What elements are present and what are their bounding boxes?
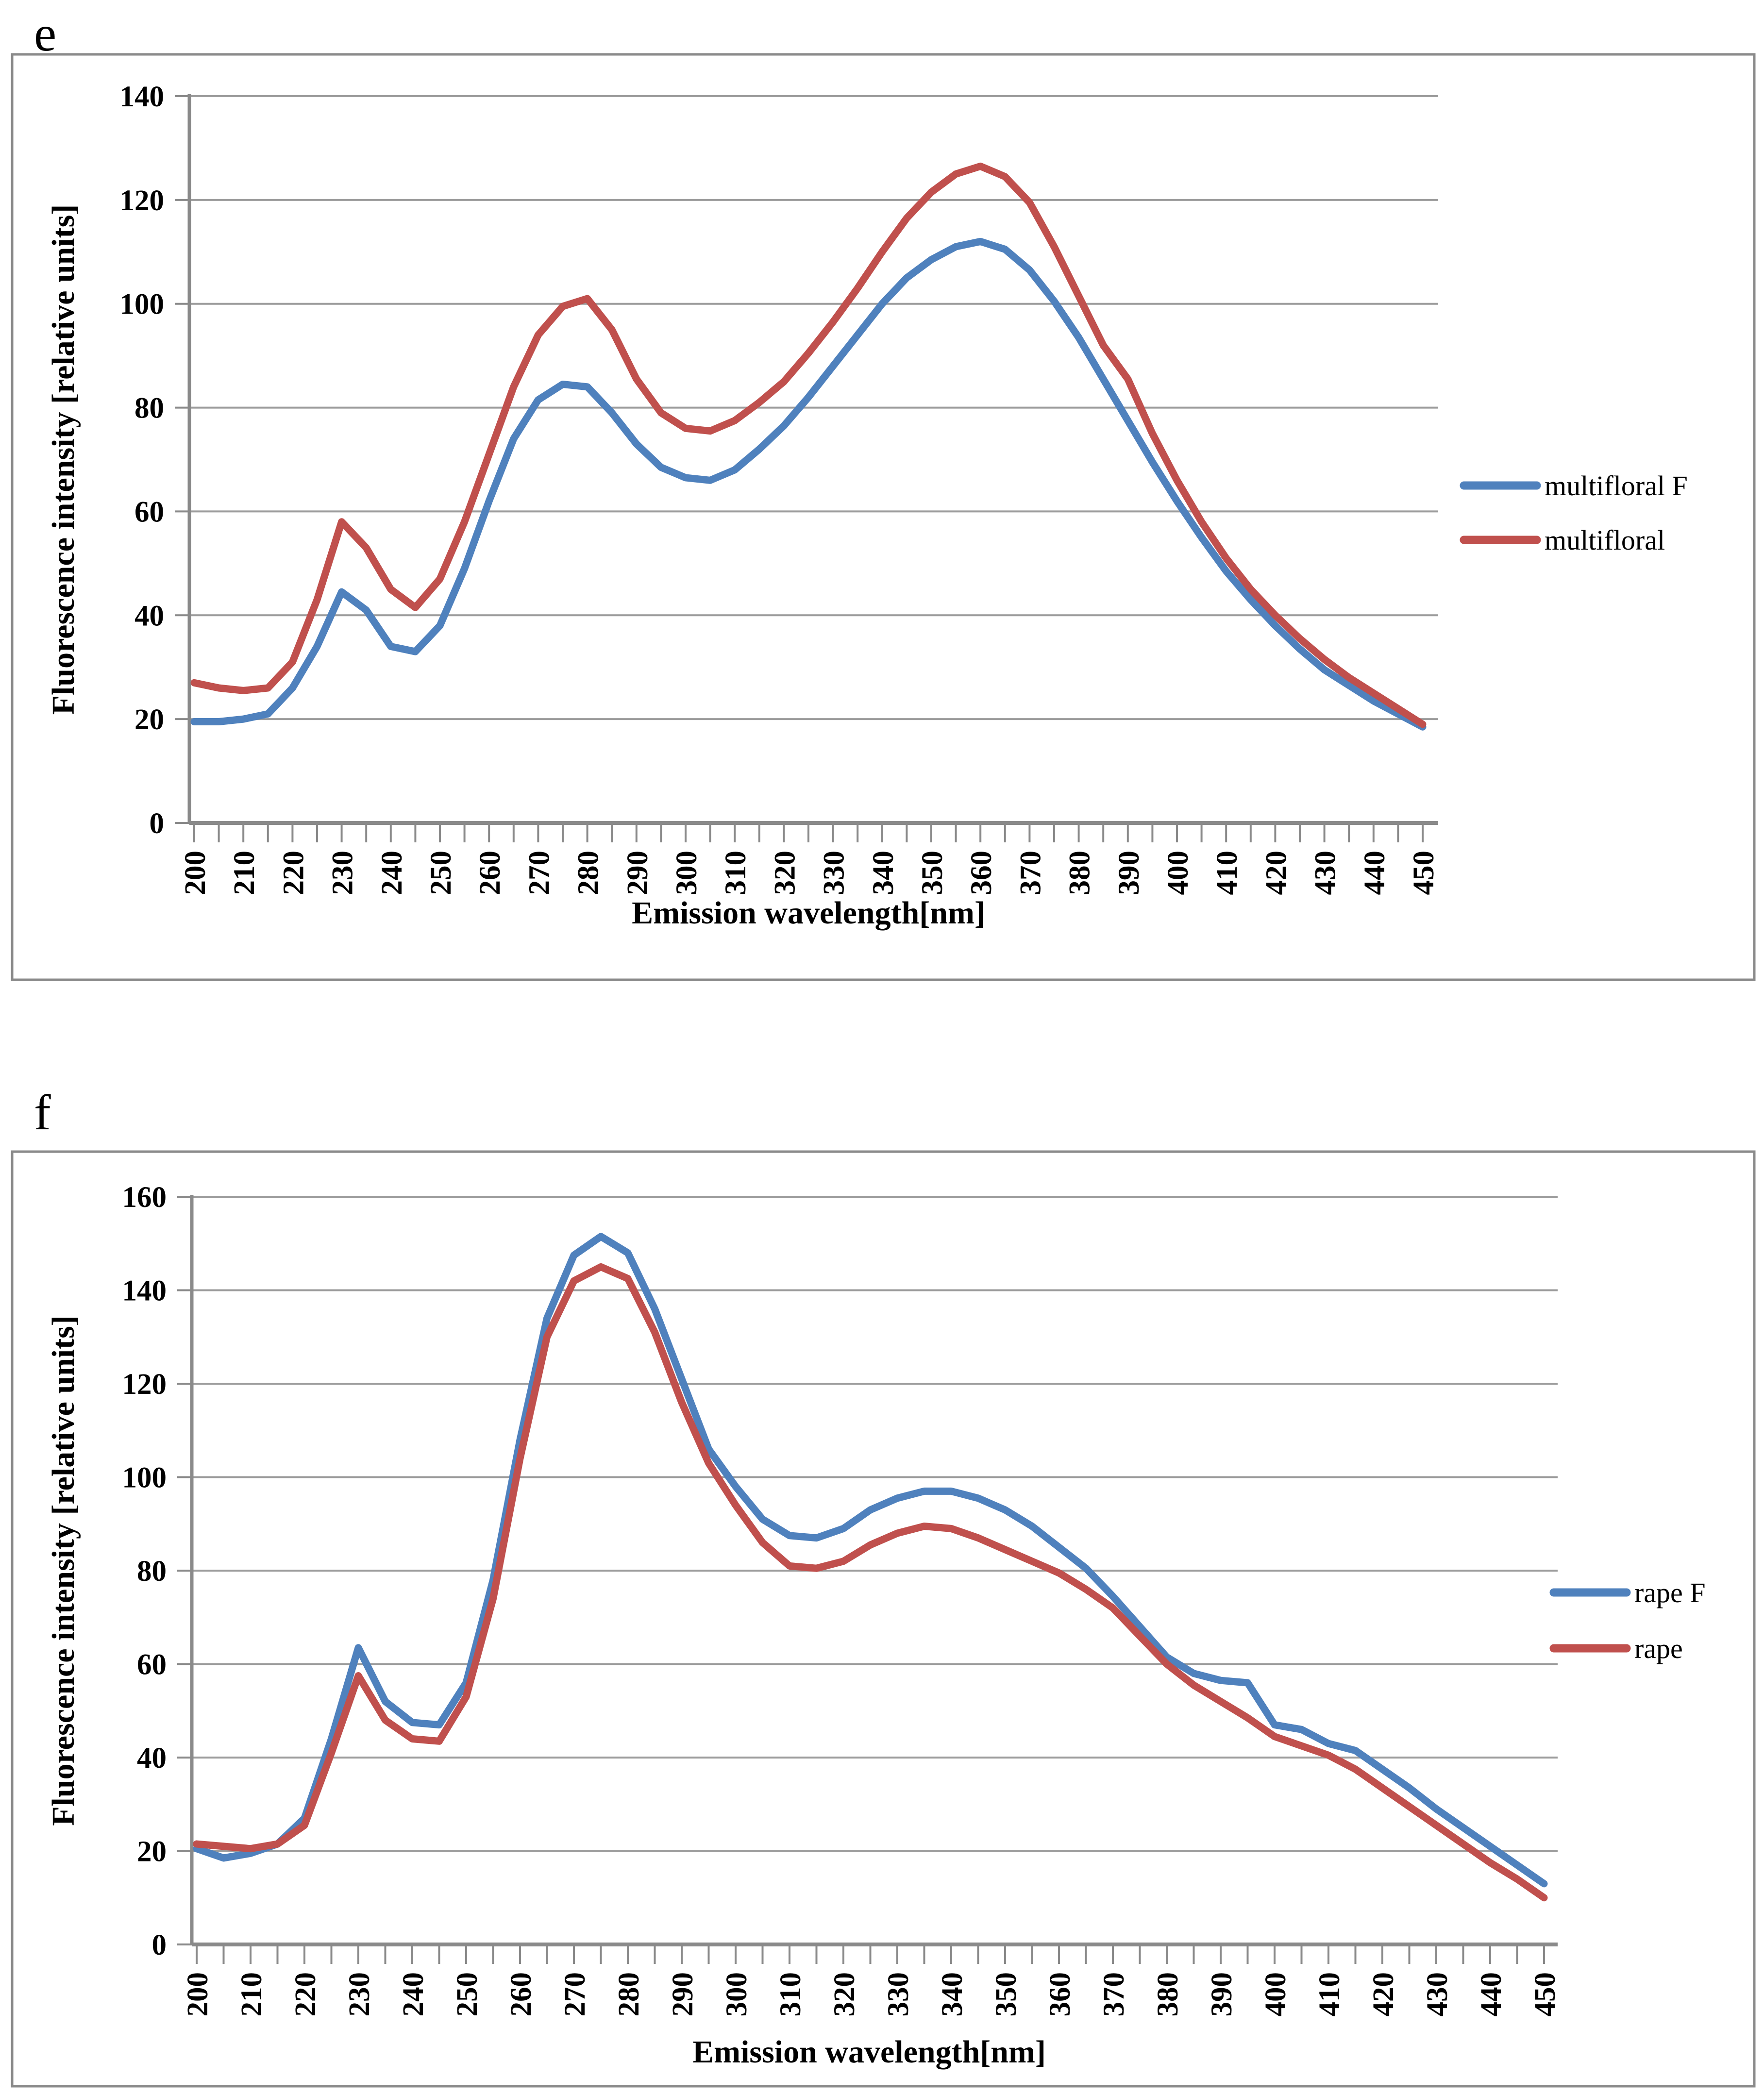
x-tick-label: 380 [1064,851,1096,895]
x-tick-label: 440 [1359,851,1391,895]
series-line-multifloral [190,162,1427,728]
y-tick-label: 80 [137,1555,167,1588]
x-axis-title: Emission wavelength[nm] [632,895,985,931]
x-tick-label: 350 [990,1972,1023,2017]
y-tick-label: 140 [122,1275,167,1307]
x-tick-label: 390 [1113,851,1145,895]
figure-frame-f [11,1150,1756,2088]
y-tick-label: 20 [134,704,164,736]
y-tick-label: 0 [150,807,165,840]
x-tick-label: 210 [228,851,261,895]
x-tick-label: 330 [882,1972,915,2017]
x-tick-label: 410 [1211,851,1243,895]
x-tick-label: 250 [425,851,457,895]
y-tick-label: 60 [137,1649,167,1681]
x-tick-label: 430 [1310,851,1342,895]
x-tick-label: 360 [965,851,998,895]
x-tick-label: 290 [622,851,654,895]
x-tick-label: 340 [867,851,900,895]
figure-frame-e [11,53,1756,981]
y-axis-title: Fluorescence intensity [relative units] [46,1315,81,1826]
legend-label-multifloral: multifloral [1545,524,1665,556]
x-tick-label: 430 [1421,1972,1454,2017]
x-tick-label: 270 [559,1972,591,2017]
x-tick-label: 230 [343,1972,376,2017]
x-tick-label: 350 [916,851,949,895]
x-tick-label: 210 [235,1972,268,2017]
y-tick-label: 100 [122,1462,167,1494]
x-tick-label: 220 [277,851,310,895]
y-tick-label: 140 [120,81,165,113]
x-tick-label: 440 [1475,1972,1508,2017]
series-line-rape [193,1263,1548,1902]
x-tick-label: 310 [774,1972,807,2017]
y-tick-label: 20 [137,1836,167,1868]
x-tick-label: 280 [613,1972,645,2017]
x-tick-label: 390 [1206,1972,1238,2017]
x-tick-label: 320 [769,851,801,895]
legend-label-multifloral-F: multifloral F [1545,470,1688,502]
x-tick-label: 310 [720,851,752,895]
x-tick-label: 410 [1313,1972,1346,2017]
y-tick-label: 40 [137,1742,167,1775]
x-tick-label: 370 [1098,1972,1130,2017]
x-tick-label: 380 [1152,1972,1184,2017]
y-tick-label: 40 [134,600,164,632]
x-tick-label: 200 [182,1972,214,2017]
panel-label-e: e [34,6,57,62]
x-tick-label: 250 [451,1972,484,2017]
x-tick-label: 240 [376,851,408,895]
x-tick-label: 400 [1162,851,1194,895]
x-tick-label: 220 [289,1972,322,2017]
y-tick-label: 100 [120,288,165,321]
x-tick-label: 280 [572,851,605,895]
panel-label-f: f [34,1085,51,1140]
x-tick-label: 230 [327,851,359,895]
x-axis-title: Emission wavelength[nm] [692,2034,1046,2070]
x-tick-label: 200 [179,851,212,895]
x-tick-label: 290 [667,1972,699,2017]
x-tick-label: 450 [1408,851,1440,895]
x-tick-label: 420 [1367,1972,1400,2017]
y-axis-title: Fluorescence intensity [relative units] [46,204,81,715]
x-tick-label: 320 [828,1972,861,2017]
x-tick-label: 270 [523,851,555,895]
x-tick-label: 370 [1014,851,1047,895]
x-tick-label: 400 [1260,1972,1292,2017]
legend-label-rape: rape [1634,1633,1683,1664]
y-tick-label: 60 [134,496,164,528]
x-tick-label: 260 [505,1972,538,2017]
legend-label-rape-F: rape F [1634,1577,1706,1608]
series-line-multifloral-F [190,237,1427,731]
x-tick-label: 360 [1044,1972,1076,2017]
x-tick-label: 260 [474,851,506,895]
series-line-rape-F [193,1233,1548,1888]
x-tick-label: 240 [397,1972,430,2017]
y-tick-label: 160 [122,1181,167,1214]
x-tick-label: 450 [1529,1972,1562,2017]
y-tick-label: 120 [122,1368,167,1401]
y-tick-label: 120 [120,184,165,217]
x-tick-label: 300 [721,1972,753,2017]
y-tick-label: 80 [134,392,164,425]
x-tick-label: 330 [818,851,851,895]
y-tick-label: 0 [152,1929,167,1961]
x-tick-label: 340 [936,1972,969,2017]
x-tick-label: 420 [1260,851,1293,895]
x-tick-label: 300 [671,851,703,895]
